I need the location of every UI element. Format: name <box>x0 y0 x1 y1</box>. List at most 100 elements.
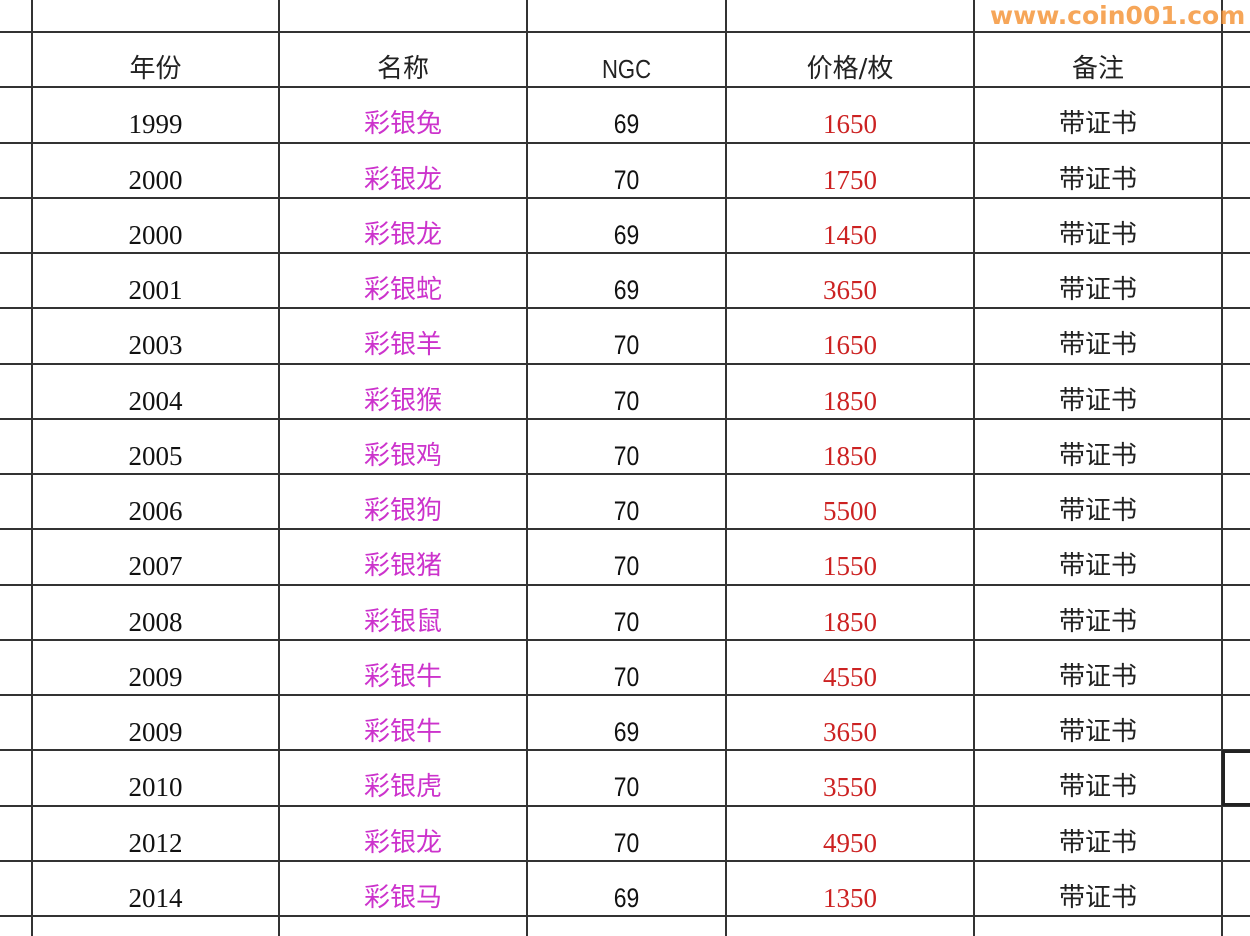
header-year[interactable]: 年份 <box>129 54 182 84</box>
cell-year[interactable]: 2005 <box>128 440 183 471</box>
cell-price[interactable]: 1550 <box>823 551 877 582</box>
cell-ngc[interactable]: 70 <box>613 164 640 195</box>
cell-name[interactable]: 彩银狗 <box>363 496 442 526</box>
cell-ngc[interactable]: 70 <box>613 496 640 526</box>
row-divider <box>0 528 1250 531</box>
cell-name[interactable]: 彩银牛 <box>363 661 442 692</box>
cell-ngc[interactable]: 70 <box>613 606 640 637</box>
row-divider <box>0 583 1250 586</box>
header-price[interactable]: 价格/枚 <box>806 54 894 84</box>
cell-price[interactable]: 4550 <box>823 661 877 692</box>
cell-year[interactable]: 2004 <box>128 385 183 416</box>
row-divider <box>0 638 1250 641</box>
cell-note[interactable]: 带证书 <box>1058 717 1137 747</box>
cell-price[interactable]: 5500 <box>823 496 877 526</box>
cell-ngc[interactable]: 70 <box>613 330 640 361</box>
cell-note[interactable]: 带证书 <box>1058 606 1137 637</box>
cell-note[interactable]: 带证书 <box>1058 772 1137 803</box>
cell-note[interactable]: 带证书 <box>1058 882 1137 913</box>
row-divider <box>0 141 1250 144</box>
cell-year[interactable]: 2001 <box>128 275 183 305</box>
row-divider <box>0 307 1250 310</box>
row-divider <box>0 804 1250 807</box>
cell-ngc[interactable]: 69 <box>613 109 640 140</box>
row-divider <box>0 749 1250 752</box>
cell-name[interactable]: 彩银鼠 <box>363 606 442 637</box>
cell-price[interactable]: 1850 <box>823 440 877 471</box>
row-divider <box>0 694 1250 696</box>
cell-price[interactable]: 1650 <box>823 330 877 361</box>
row-divider <box>0 252 1250 254</box>
cell-note[interactable]: 带证书 <box>1058 440 1137 471</box>
cell-year[interactable]: 1999 <box>128 109 183 140</box>
cell-name[interactable]: 彩银马 <box>363 882 442 913</box>
cell-price[interactable]: 1650 <box>823 109 877 140</box>
cell-price[interactable]: 3550 <box>823 772 877 803</box>
header-note[interactable]: 备注 <box>1071 54 1124 84</box>
header-name[interactable]: 名称 <box>376 54 429 84</box>
cell-ngc[interactable]: 69 <box>613 882 640 913</box>
cell-note[interactable]: 带证书 <box>1058 827 1137 858</box>
cell-name[interactable]: 彩银龙 <box>363 164 442 195</box>
cell-price[interactable]: 4950 <box>823 827 877 858</box>
column-divider <box>1221 0 1223 936</box>
cell-ngc[interactable]: 69 <box>613 219 640 250</box>
cell-name[interactable]: 彩银兔 <box>363 109 442 140</box>
cell-ngc[interactable]: 70 <box>613 772 640 803</box>
cell-name[interactable]: 彩银蛇 <box>363 275 442 305</box>
cell-ngc[interactable]: 70 <box>613 827 640 858</box>
column-divider <box>526 0 528 936</box>
cell-year[interactable]: 2012 <box>128 827 183 858</box>
row-divider <box>0 196 1250 199</box>
cell-note[interactable]: 带证书 <box>1058 385 1137 416</box>
cell-note[interactable]: 带证书 <box>1058 551 1137 582</box>
watermark: www.coin001.com <box>990 1 1246 30</box>
cell-year[interactable]: 2000 <box>128 219 183 250</box>
cell-note[interactable]: 带证书 <box>1058 496 1137 526</box>
cell-ngc[interactable]: 70 <box>613 440 640 471</box>
cell-price[interactable]: 3650 <box>823 717 877 747</box>
cell-year[interactable]: 2014 <box>128 882 183 913</box>
cell-year[interactable]: 2009 <box>128 717 183 747</box>
header-ngc[interactable]: NGC <box>601 54 652 84</box>
cell-note[interactable]: 带证书 <box>1058 330 1137 361</box>
cell-year[interactable]: 2007 <box>128 551 183 582</box>
cell-year[interactable]: 2000 <box>128 164 183 195</box>
cell-name[interactable]: 彩银羊 <box>363 330 442 361</box>
cell-year[interactable]: 2009 <box>128 661 183 692</box>
cell-year[interactable]: 2006 <box>128 496 183 526</box>
cell-note[interactable]: 带证书 <box>1058 275 1137 305</box>
cell-ngc[interactable]: 70 <box>613 661 640 692</box>
cell-price[interactable]: 1350 <box>823 882 877 913</box>
cell-year[interactable]: 2010 <box>128 772 183 803</box>
column-divider <box>973 0 975 936</box>
row-divider <box>0 915 1250 917</box>
cell-name[interactable]: 彩银龙 <box>363 827 442 858</box>
cell-name[interactable]: 彩银龙 <box>363 219 442 250</box>
cell-name[interactable]: 彩银虎 <box>363 772 442 803</box>
column-divider <box>278 0 280 936</box>
cell-name[interactable]: 彩银鸡 <box>363 440 442 471</box>
cell-ngc[interactable]: 69 <box>613 275 640 305</box>
cell-note[interactable]: 带证书 <box>1058 109 1137 140</box>
cell-name[interactable]: 彩银猪 <box>363 551 442 582</box>
row-divider <box>0 362 1250 365</box>
cell-price[interactable]: 1850 <box>823 385 877 416</box>
cell-name[interactable]: 彩银猴 <box>363 385 442 416</box>
cell-price[interactable]: 3650 <box>823 275 877 305</box>
column-divider <box>31 0 33 936</box>
cell-price[interactable]: 1750 <box>823 164 877 195</box>
row-divider <box>0 859 1250 862</box>
cell-name[interactable]: 彩银牛 <box>363 717 442 747</box>
cell-note[interactable]: 带证书 <box>1058 219 1137 250</box>
cell-ngc[interactable]: 70 <box>613 551 640 582</box>
cell-note[interactable]: 带证书 <box>1058 164 1137 195</box>
cell-ngc[interactable]: 70 <box>613 385 640 416</box>
cell-year[interactable]: 2008 <box>128 606 183 637</box>
cell-price[interactable]: 1850 <box>823 606 877 637</box>
selected-cell[interactable] <box>1222 750 1250 806</box>
cell-year[interactable]: 2003 <box>128 330 183 361</box>
cell-ngc[interactable]: 69 <box>613 717 640 747</box>
cell-price[interactable]: 1450 <box>823 219 877 250</box>
cell-note[interactable]: 带证书 <box>1058 661 1137 692</box>
